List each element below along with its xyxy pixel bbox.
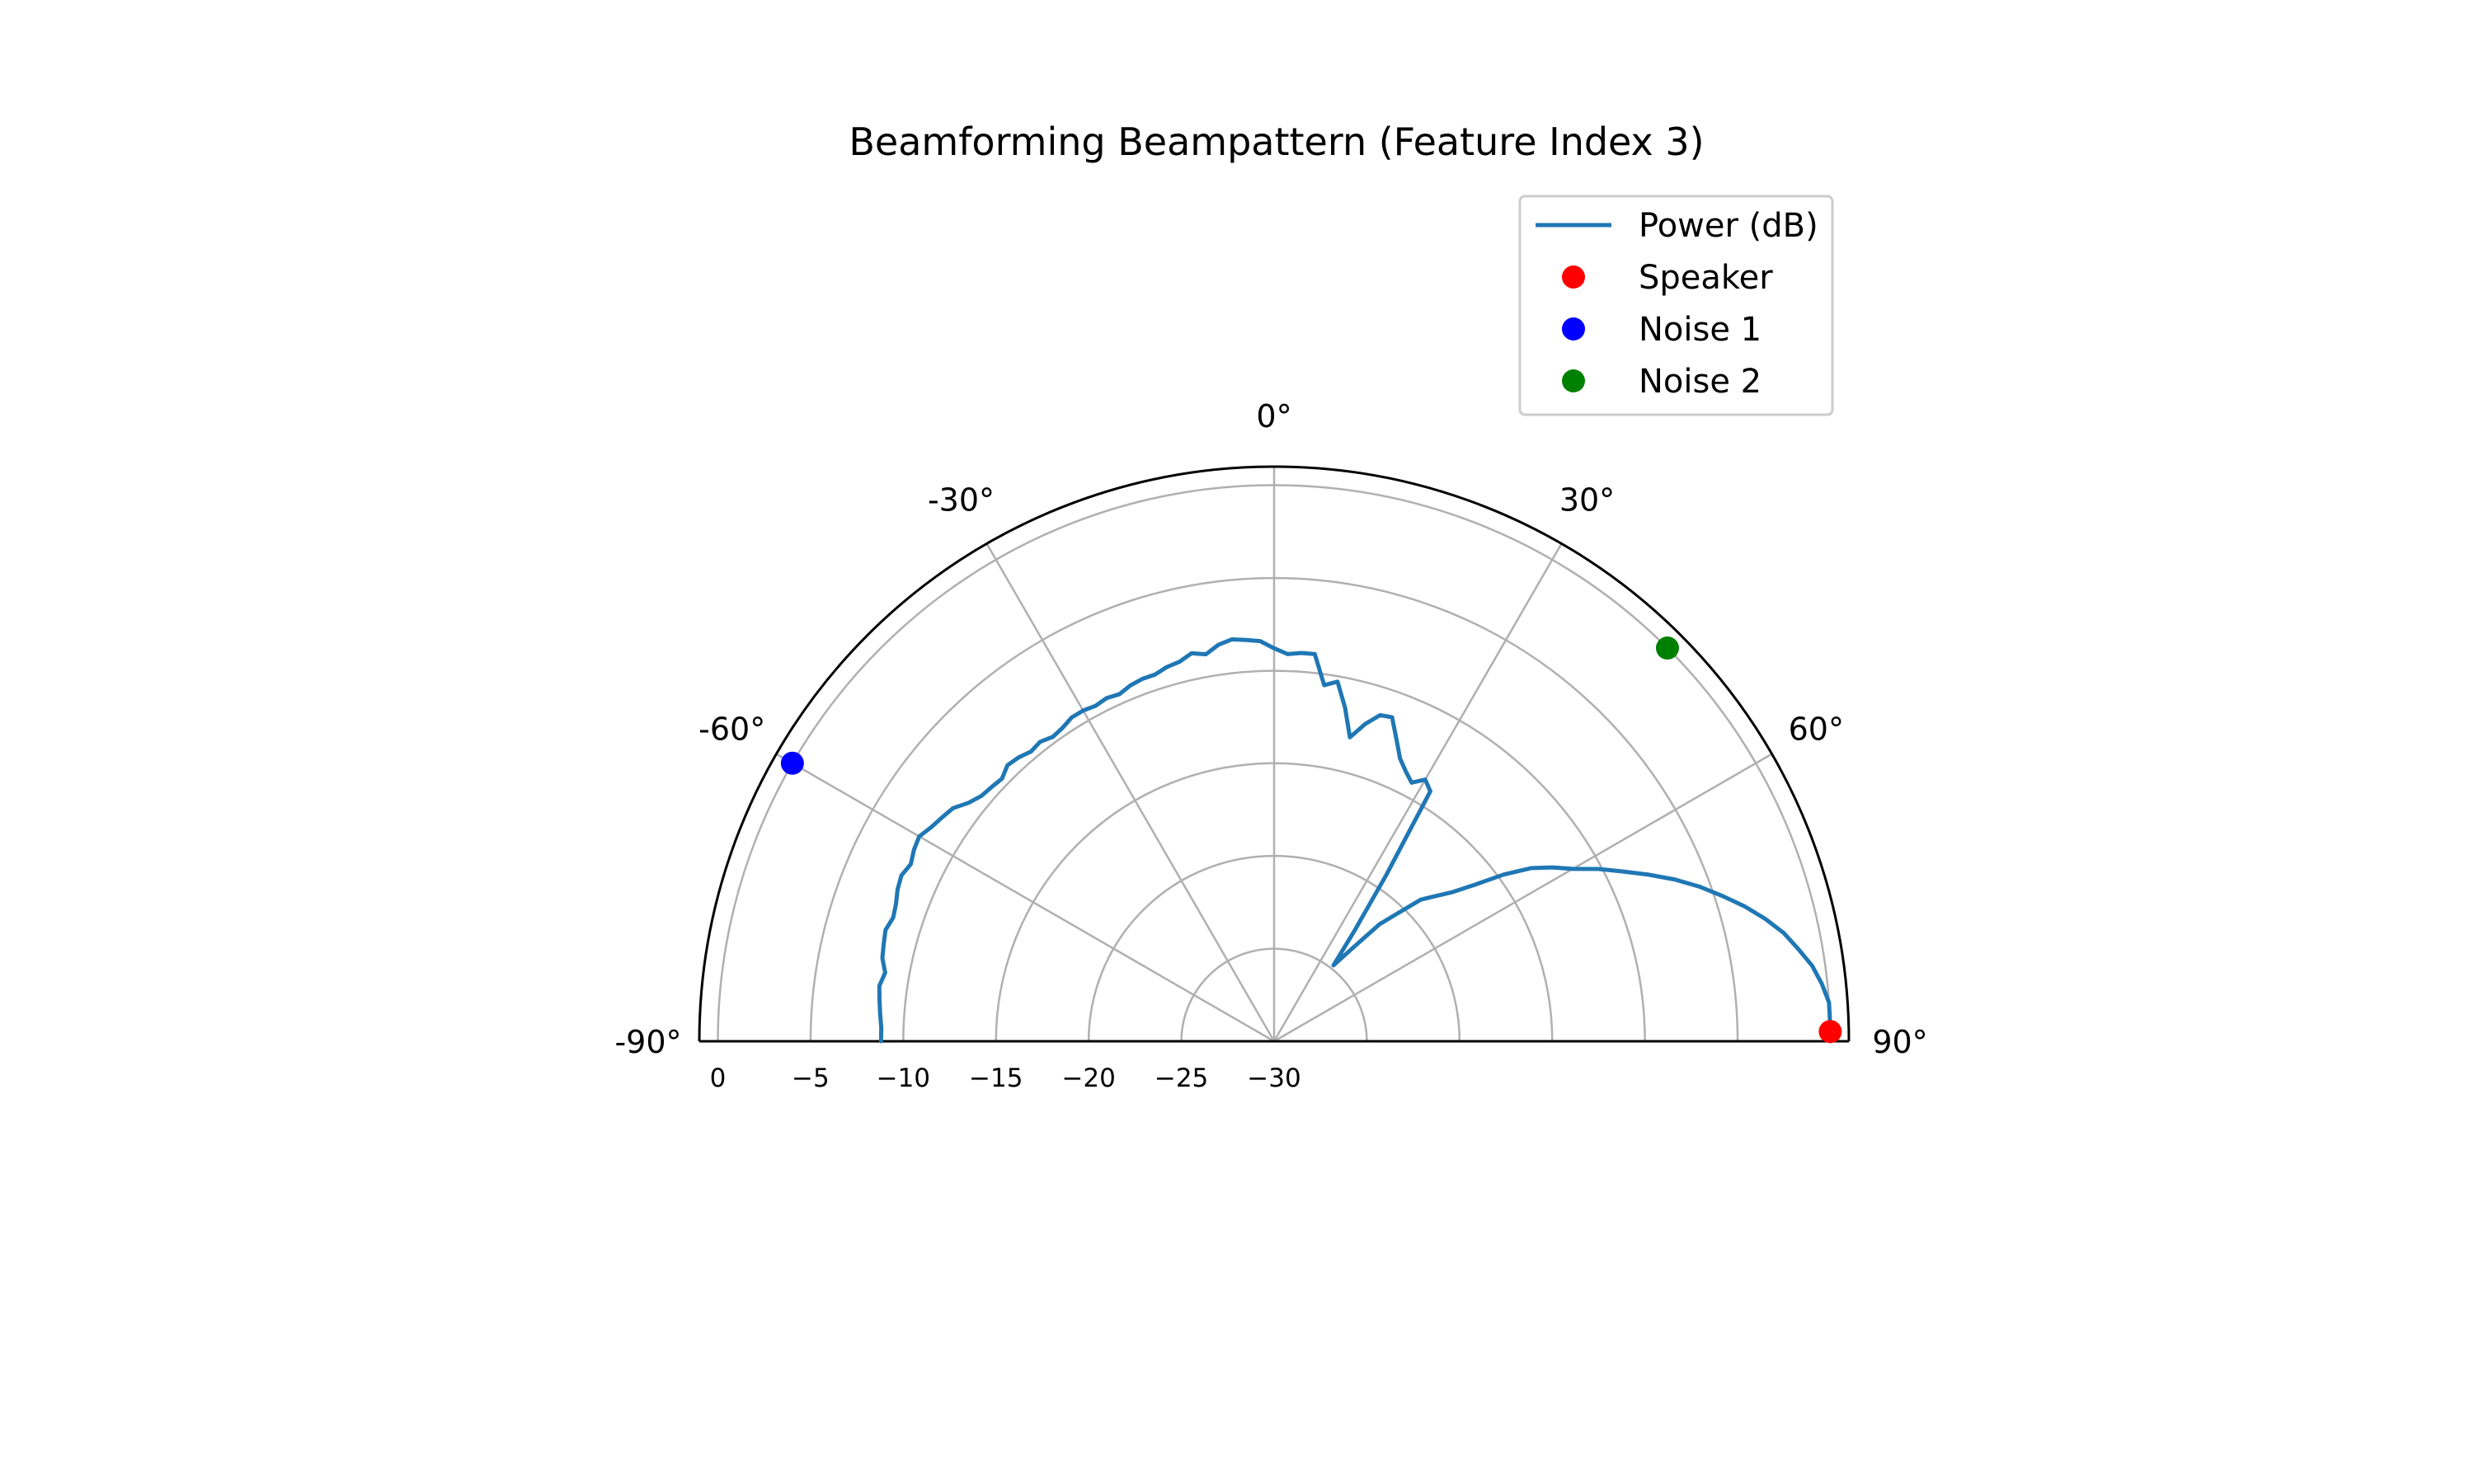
radial-tick-label: −10 — [877, 1064, 930, 1093]
legend: Power (dB) Speaker Noise 1 Noise 2 — [1518, 195, 1834, 416]
legend-label: Speaker — [1639, 259, 1773, 297]
radial-tick-label: −30 — [1247, 1064, 1300, 1093]
theta-tick-label: -30° — [928, 482, 995, 519]
legend-frame — [1518, 195, 1834, 416]
legend-marker-swatch — [1562, 369, 1585, 392]
legend-label: Noise 1 — [1639, 311, 1761, 349]
angular-gridline — [985, 542, 1276, 1042]
series-line-power — [877, 637, 1833, 1044]
polar-frame — [698, 465, 1851, 1043]
legend-marker-swatch — [1562, 265, 1585, 289]
tick-labels: -90° -60° -30° 0° 30° 60° 90° −30 −25 −20 −15 −10 −5… — [614, 398, 1927, 1093]
legend-items: Power (dB) Speaker Noise 1 Noise 2 — [1536, 207, 1818, 401]
marker-noise-2 — [1655, 636, 1679, 660]
radial-tick-label: −25 — [1155, 1064, 1208, 1093]
theta-tick-label: 30° — [1559, 482, 1615, 519]
angular-gridline — [1273, 753, 1773, 1043]
series-layer — [780, 636, 1842, 1044]
radial-tick-label: −20 — [1061, 1064, 1115, 1093]
theta-tick-label: 90° — [1872, 1024, 1927, 1060]
radial-tick-label: 0 — [710, 1064, 727, 1093]
theta-tick-label: 60° — [1789, 711, 1844, 748]
polar-grid — [717, 467, 1832, 1043]
legend-marker-swatch — [1562, 317, 1585, 340]
marker-speaker — [1818, 1020, 1842, 1044]
legend-label: Power (dB) — [1639, 207, 1818, 245]
radial-tick-label: −15 — [969, 1064, 1023, 1093]
legend-label: Noise 2 — [1639, 363, 1761, 401]
theta-tick-label: -60° — [698, 711, 765, 748]
outer-arc — [698, 465, 1851, 1042]
angular-gridline — [1272, 542, 1563, 1042]
chart-title: Beamforming Beampattern (Feature Index 3… — [849, 120, 1704, 164]
marker-noise-1 — [780, 751, 804, 775]
theta-tick-label: 0° — [1256, 398, 1291, 434]
angular-gridline — [775, 753, 1275, 1043]
theta-tick-label: -90° — [614, 1024, 681, 1060]
radial-tick-label: −5 — [792, 1064, 830, 1093]
